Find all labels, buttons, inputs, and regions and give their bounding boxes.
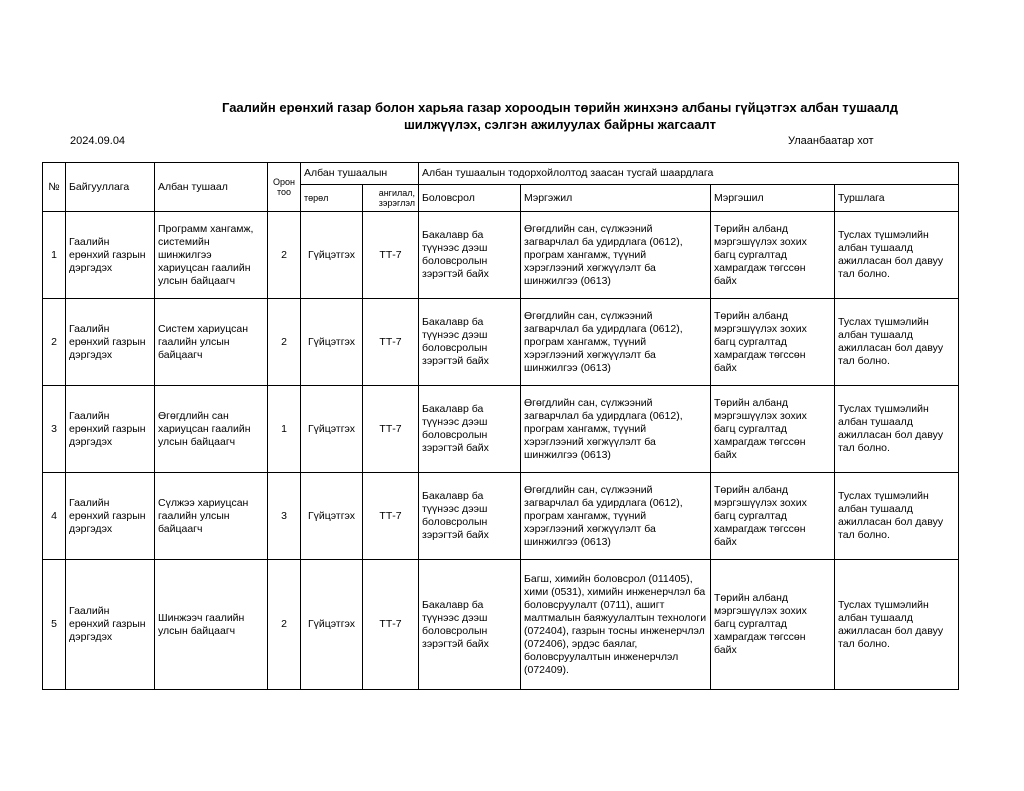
header-rank: ангилал, зэрэглэл (362, 184, 419, 212)
cell-education: Бакалавр ба түүнээс дээш боловсролын зэр… (418, 385, 521, 473)
header-experience: Туршлага (833, 184, 960, 212)
cell-position: Шинжээч гаалийн улсын байцаагч (154, 559, 268, 690)
cell-education: Бакалавр ба түүнээс дээш боловсролын зэр… (418, 472, 521, 560)
cell-org: Гаалийн ерөнхий газрын дэргэдэх (65, 211, 155, 299)
cell-position: Өгөгдлийн сан хариуцсан гаалийн улсын ба… (154, 385, 268, 473)
document-city: Улаанбаатар хот (788, 135, 874, 147)
header-no: № (42, 162, 66, 212)
header-type: төрөл (300, 184, 363, 212)
cell-no: 2 (42, 298, 66, 386)
cell-count: 1 (267, 385, 301, 473)
cell-type: Гүйцэтгэх (300, 298, 363, 386)
cell-type: Гүйцэтгэх (300, 211, 363, 299)
cell-education: Бакалавр ба түүнээс дээш боловсролын зэр… (418, 298, 521, 386)
cell-profession: Өгөгдлийн сан, сүлжээний загварчлал ба у… (520, 472, 711, 560)
cell-count: 2 (267, 559, 301, 690)
cell-rank: ТТ-7 (362, 472, 419, 560)
cell-experience: Туслах түшмэлийн албан тушаалд ажилласан… (833, 385, 960, 473)
cell-count: 2 (267, 298, 301, 386)
cell-experience: Туслах түшмэлийн албан тушаалд ажилласан… (833, 298, 960, 386)
cell-skill: Төрийн албанд мэргэшүүлэх зохих багц сур… (710, 211, 835, 299)
cell-no: 1 (42, 211, 66, 299)
cell-type: Гүйцэтгэх (300, 559, 363, 690)
positions-table: № Байгууллага Албан тушаал Орон тоо Алба… (42, 162, 960, 690)
cell-no: 3 (42, 385, 66, 473)
cell-position: Систем хариуцсан гаалийн улсын байцаагч (154, 298, 268, 386)
cell-rank: ТТ-7 (362, 298, 419, 386)
cell-experience: Туслах түшмэлийн албан тушаалд ажилласан… (833, 211, 960, 299)
header-education: Боловсрол (418, 184, 521, 212)
cell-rank: ТТ-7 (362, 559, 419, 690)
header-position: Албан тушаал (154, 162, 268, 212)
cell-rank: ТТ-7 (362, 385, 419, 473)
header-requirements-group: Албан тушаалын тодорхойлолтод заасан тус… (417, 162, 960, 185)
cell-org: Гаалийн ерөнхий газрын дэргэдэх (65, 385, 155, 473)
cell-experience: Туслах түшмэлийн албан тушаалд ажилласан… (833, 472, 960, 560)
header-position-group: Албан тушаалын (300, 162, 419, 185)
table-row: 2 Гаалийн ерөнхий газрын дэргэдэх Систем х… (42, 298, 960, 386)
cell-position: Программ хангамж, системийн шинжилгээ ха… (154, 211, 268, 299)
cell-skill: Төрийн албанд мэргэшүүлэх зохих багц сур… (710, 472, 835, 560)
document-title: Гаалийн ерөнхий газар болон харьяа газар… (160, 99, 960, 133)
header-skill: Мэргэшил (710, 184, 835, 212)
cell-type: Гүйцэтгэх (300, 385, 363, 473)
table-row: 3 Гаалийн ерөнхий газрын дэргэдэх Өгөгдлий… (42, 385, 960, 473)
title-line-1: Гаалийн ерөнхий газар болон харьяа газар… (222, 100, 898, 115)
document-date: 2024.09.04 (70, 135, 126, 147)
header-profession: Мэргэжил (520, 184, 711, 212)
cell-count: 3 (267, 472, 301, 560)
cell-rank: ТТ-7 (362, 211, 419, 299)
cell-count: 2 (267, 211, 301, 299)
cell-skill: Төрийн албанд мэргэшүүлэх зохих багц сур… (710, 298, 835, 386)
cell-profession: Өгөгдлийн сан, сүлжээний загварчлал ба у… (520, 298, 711, 386)
cell-skill: Төрийн албанд мэргэшүүлэх зохих багц сур… (710, 559, 835, 690)
header-org: Байгууллага (65, 162, 155, 212)
cell-profession: Өгөгдлийн сан, сүлжээний загварчлал ба у… (520, 211, 711, 299)
table-row: 5 Гаалийн ерөнхий газрын дэргэдэх Шинжээч … (42, 559, 960, 690)
cell-org: Гаалийн ерөнхий газрын дэргэдэх (65, 298, 155, 386)
cell-education: Бакалавр ба түүнээс дээш боловсролын зэр… (418, 559, 521, 690)
cell-education: Бакалавр ба түүнээс дээш боловсролын зэр… (418, 211, 521, 299)
cell-skill: Төрийн албанд мэргэшүүлэх зохих багц сур… (710, 385, 835, 473)
cell-profession: Өгөгдлийн сан, сүлжээний загварчлал ба у… (520, 385, 711, 473)
title-line-2: шилжүүлэх, сэлгэн ажилуулах байрны жагса… (403, 117, 717, 132)
cell-org: Гаалийн ерөнхий газрын дэргэдэх (65, 472, 155, 560)
cell-experience: Туслах түшмэлийн албан тушаалд ажилласан… (833, 559, 960, 690)
table-row: 1 Гаалийн ерөнхий газрын дэргэдэх Программ… (42, 211, 960, 299)
cell-type: Гүйцэтгэх (300, 472, 363, 560)
cell-profession: Багш, химийн боловсрол (011405), хими (0… (520, 559, 711, 690)
cell-position: Сүлжээ хариуцсан гаалийн улсын байцаагч (154, 472, 268, 560)
cell-no: 5 (42, 559, 66, 690)
cell-no: 4 (42, 472, 66, 560)
table-row: 4 Гаалийн ерөнхий газрын дэргэдэх Сүлжээ х… (42, 472, 960, 560)
cell-org: Гаалийн ерөнхий газрын дэргэдэх (65, 559, 155, 690)
header-count: Орон тоо (267, 162, 301, 212)
